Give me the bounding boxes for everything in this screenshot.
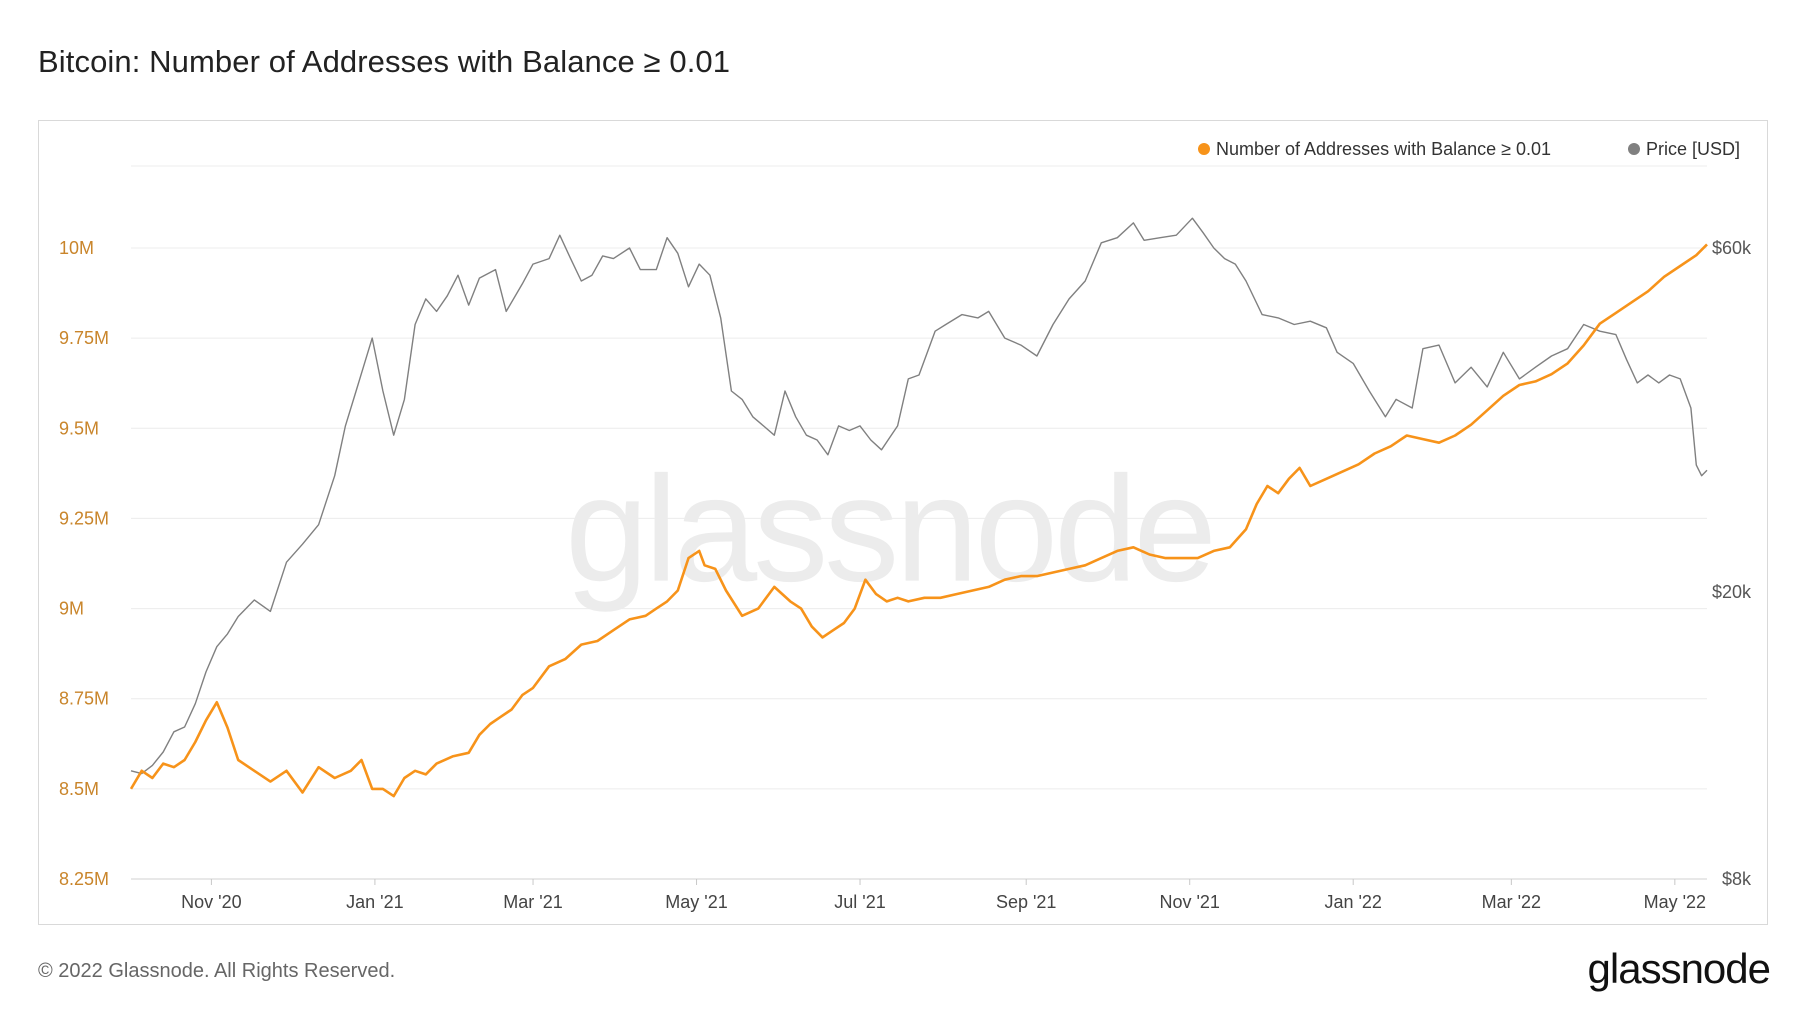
legend-marker xyxy=(1628,143,1640,155)
copyright: © 2022 Glassnode. All Rights Reserved. xyxy=(38,960,396,982)
x-axis: Nov '20 Jan '21 Mar '21 May '21 Jul '21 Sep '… xyxy=(131,878,1707,912)
x-tick-label: Mar '22 xyxy=(1482,892,1541,912)
left-tick-label: 9.5M xyxy=(59,418,99,438)
x-tick-label: Sep '21 xyxy=(996,892,1057,912)
right-axis: $8k $20k $60k xyxy=(1712,238,1752,889)
legend-marker xyxy=(1198,143,1210,155)
left-tick-label: 10M xyxy=(59,238,94,258)
x-tick-label: Nov '20 xyxy=(181,892,241,912)
left-axis: 8.25M 8.5M 8.75M 9M 9.25M 9.5M 9.75M 10M xyxy=(59,238,109,889)
series-layer xyxy=(129,217,1708,798)
x-tick-label: Jan '22 xyxy=(1324,892,1381,912)
watermark: glassnode xyxy=(565,445,1213,613)
right-tick-label: $60k xyxy=(1712,238,1752,258)
left-tick-label: 9.25M xyxy=(59,508,109,528)
left-tick-label: 8.5M xyxy=(59,779,99,799)
legend-label: Price [USD] xyxy=(1646,139,1740,159)
x-tick-label: Mar '21 xyxy=(503,892,562,912)
x-tick-label: Nov '21 xyxy=(1159,892,1219,912)
legend-label: Number of Addresses with Balance ≥ 0.01 xyxy=(1216,139,1551,159)
chart-panel: glassnode 8.25M 8.5M 8.75M 9M 9.25M 9.5M 9.75M… xyxy=(38,120,1768,925)
glassnode-logo[interactable]: glassnode xyxy=(1587,945,1771,992)
left-tick-label: 9M xyxy=(59,599,84,619)
left-tick-label: 8.75M xyxy=(59,689,109,709)
right-tick-label: $20k xyxy=(1712,582,1752,602)
chart-svg: glassnode 8.25M 8.5M 8.75M 9M 9.25M 9.5M 9.75M… xyxy=(59,139,1752,912)
x-tick-label: May '21 xyxy=(665,892,727,912)
right-tick-label: $8k xyxy=(1722,869,1752,889)
price-line xyxy=(130,217,1708,775)
left-tick-label: 9.75M xyxy=(59,328,109,348)
legend-item[interactable]: Number of Addresses with Balance ≥ 0.01 xyxy=(1198,139,1551,159)
x-tick-label: Jul '21 xyxy=(834,892,885,912)
left-tick-label: 8.25M xyxy=(59,869,109,889)
addresses-line xyxy=(129,243,1708,798)
legend-item[interactable]: Price [USD] xyxy=(1628,139,1740,159)
x-tick-label: May '22 xyxy=(1644,892,1706,912)
chart-title: Bitcoin: Number of Addresses with Balanc… xyxy=(38,44,731,79)
legend[interactable]: Number of Addresses with Balance ≥ 0.01 P… xyxy=(1198,139,1740,159)
x-tick-label: Jan '21 xyxy=(346,892,403,912)
